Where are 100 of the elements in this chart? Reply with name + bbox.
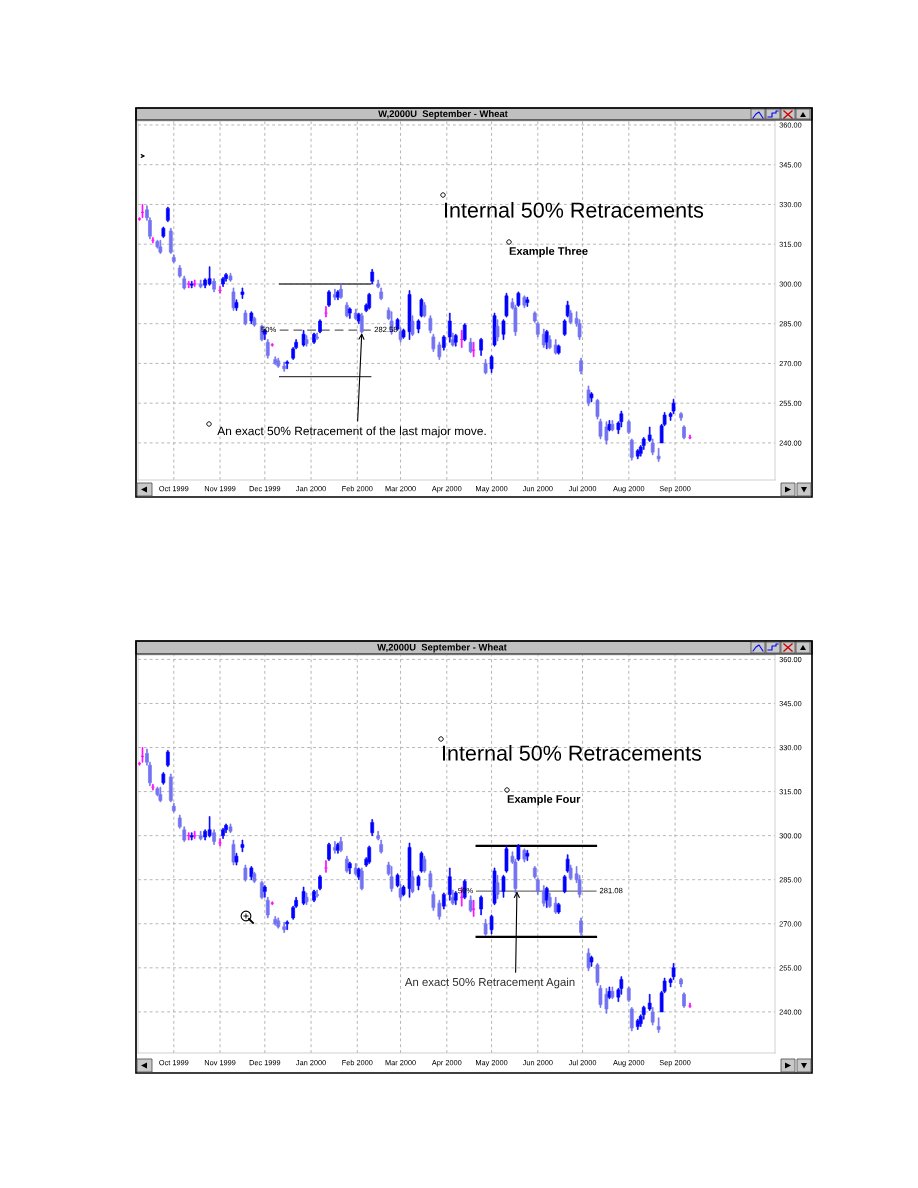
candlestick <box>356 867 361 881</box>
candlestick <box>228 823 233 834</box>
candlestick <box>682 425 686 440</box>
candlestick <box>207 266 212 286</box>
candlestick <box>312 889 316 903</box>
candlestick <box>516 291 521 307</box>
candlestick <box>265 339 270 359</box>
candlestick <box>522 295 527 309</box>
candlestick <box>168 227 173 254</box>
candlestick <box>556 344 561 355</box>
candlestick <box>151 237 155 244</box>
candlestick <box>273 356 278 366</box>
candlestick <box>479 337 483 356</box>
candlestick <box>522 848 527 863</box>
candlestick <box>301 329 306 347</box>
candlestick <box>221 276 225 287</box>
annotation: Example Three <box>509 246 588 258</box>
annotation: An exact 50% Retracement Again <box>404 977 575 989</box>
candlestick <box>276 357 281 368</box>
candlestick <box>682 992 686 1008</box>
candlestick <box>483 919 488 936</box>
candlestick <box>447 312 452 343</box>
candlestick <box>541 885 546 907</box>
candlestick <box>198 830 203 841</box>
candlestick <box>240 287 245 299</box>
candlestick <box>395 873 400 888</box>
candlestick <box>453 333 458 347</box>
candlestick <box>492 867 497 906</box>
candlestick <box>140 204 145 219</box>
candlestick <box>656 1017 661 1033</box>
candlestick <box>471 341 476 358</box>
candlestick <box>586 385 591 407</box>
candlestick <box>525 849 530 861</box>
annotation: An exact 50% Retracement of the last major move. <box>217 426 486 438</box>
candlestick <box>345 302 349 318</box>
candlestick <box>158 786 163 803</box>
candlestick <box>161 772 166 785</box>
candlestick <box>333 841 337 854</box>
candlestick <box>171 802 176 813</box>
candlestick <box>541 328 546 348</box>
candlestick <box>471 899 476 917</box>
candlestick <box>243 864 248 882</box>
candlestick <box>547 892 552 908</box>
candlestick <box>398 883 403 901</box>
candlestick <box>140 747 145 763</box>
candlestick <box>610 420 615 432</box>
candlestick <box>656 447 661 462</box>
candlestick <box>312 332 316 344</box>
candlestick <box>416 874 421 891</box>
candlestick <box>468 895 473 913</box>
candlestick <box>450 332 455 347</box>
candlestick <box>629 438 634 461</box>
candlestick <box>333 288 337 301</box>
candlestick <box>347 307 352 319</box>
candlestick <box>359 312 364 334</box>
chart-title: W,2000U September - Wheat <box>377 643 507 653</box>
candlestick <box>626 420 631 434</box>
candlestick <box>285 920 290 930</box>
candlestick <box>553 339 558 355</box>
candlestick <box>428 870 433 891</box>
candlestick <box>589 955 594 967</box>
candlestick <box>626 986 631 1002</box>
candlestick <box>347 861 352 875</box>
candlestick <box>610 986 615 1000</box>
candlestick <box>428 315 433 334</box>
candlestick <box>544 329 549 350</box>
candlestick <box>189 832 194 841</box>
annotation: Internal 50% Retracements <box>444 201 704 218</box>
candlestick <box>249 866 254 881</box>
candlestick <box>650 1007 655 1026</box>
candlestick <box>171 254 176 264</box>
candlestick <box>186 832 191 841</box>
candlestick <box>489 914 494 935</box>
candlestick <box>647 426 652 442</box>
candlestick <box>495 319 500 342</box>
candlestick <box>234 852 239 866</box>
candlestick <box>544 886 549 908</box>
candlestick <box>495 874 500 900</box>
candlestick <box>422 302 427 318</box>
candlestick <box>410 870 415 894</box>
candlestick <box>589 392 594 403</box>
candlestick <box>504 845 509 873</box>
candlestick <box>318 319 322 334</box>
candlestick <box>647 993 652 1011</box>
candlestick <box>282 921 287 933</box>
candlestick <box>234 299 239 311</box>
candlestick <box>607 986 612 1000</box>
candlestick <box>221 827 225 839</box>
candlestick <box>479 895 483 916</box>
candlestick <box>462 323 467 342</box>
candlestick <box>192 279 197 287</box>
candlestick <box>688 1002 692 1008</box>
candlestick <box>516 844 521 861</box>
candlestick <box>285 360 290 370</box>
candlestick <box>483 359 488 375</box>
candlestick <box>189 280 194 289</box>
annotation: Internal 50% Retracements <box>442 744 702 761</box>
candlestick <box>562 319 567 336</box>
candlestick <box>243 310 248 326</box>
candlestick <box>447 867 452 901</box>
